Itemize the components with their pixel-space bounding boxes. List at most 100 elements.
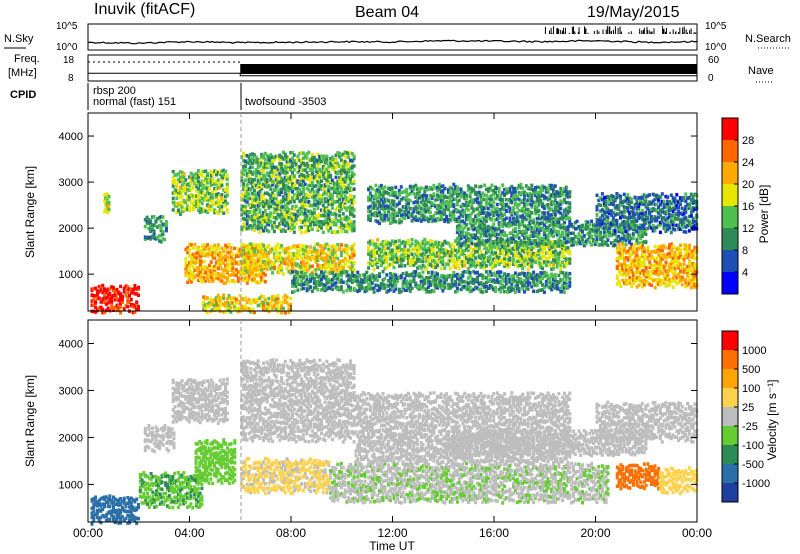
echo-cell [251, 185, 255, 189]
echo-cell [381, 194, 385, 198]
echo-cell [430, 203, 434, 208]
echo-cell [303, 248, 307, 253]
echo-cell [312, 220, 316, 225]
echo-cell [477, 201, 481, 205]
echo-cell [468, 280, 472, 285]
echo-cell [271, 196, 275, 200]
echo-cell [459, 190, 463, 194]
echo-cell [350, 198, 354, 202]
echo-cell [330, 167, 334, 171]
echo-cell [164, 228, 168, 233]
echo-cell [247, 277, 251, 281]
echo-cell [339, 229, 343, 234]
echo-cell [180, 187, 184, 192]
echo-cell [394, 281, 398, 285]
echo-cell [316, 206, 320, 210]
echo-cell [327, 174, 331, 179]
echo-cell [267, 204, 271, 209]
echo-cell [325, 256, 329, 261]
echo-cell [459, 262, 463, 266]
echo-cell [497, 213, 501, 218]
echo-cell [414, 252, 418, 256]
echo-cell [150, 226, 154, 230]
echo-cell [271, 159, 275, 163]
echo-cell [128, 300, 131, 304]
echo-cell [265, 199, 269, 203]
echo-cell [309, 250, 313, 255]
echo-cell [537, 199, 541, 204]
echo-cell [494, 286, 497, 290]
echo-cell [468, 273, 472, 278]
echo-cell [332, 259, 336, 263]
echo-cell [334, 158, 338, 163]
echo-cell [262, 300, 265, 305]
echo-cell [129, 288, 133, 292]
echo-cell [305, 277, 309, 282]
echo-cell [310, 203, 314, 208]
echo-cell [251, 196, 255, 200]
echo-cell [298, 252, 302, 257]
echo-cell [352, 242, 356, 247]
echo-cell [249, 267, 253, 271]
echo-cell [321, 283, 325, 287]
echo-cell [345, 244, 349, 248]
echo-cell [410, 211, 414, 216]
echo-cell [387, 186, 391, 191]
echo-cell [378, 221, 381, 226]
echo-cell [269, 185, 273, 189]
echo-cell [103, 193, 107, 197]
echo-cell [260, 193, 264, 198]
echo-cell [414, 257, 418, 262]
echo-cell [396, 279, 400, 283]
echo-cell [445, 214, 449, 219]
echo-cell [262, 243, 265, 247]
echo-cell [468, 261, 472, 266]
echo-cell [472, 263, 476, 268]
echo-cell [446, 282, 450, 287]
echo-cell [349, 210, 352, 214]
echo-cell [506, 205, 510, 209]
echo-cell [519, 199, 523, 204]
echo-cell [202, 184, 206, 188]
echo-cell [280, 212, 284, 217]
echo-cell [245, 200, 249, 204]
echo-cell [436, 245, 439, 249]
echo-cell [216, 258, 220, 263]
echo-cell [325, 226, 329, 230]
echo-cell [211, 190, 215, 194]
echo-cell [252, 228, 256, 232]
echo-cell [301, 269, 305, 273]
echo-cell [216, 170, 220, 175]
echo-cell [262, 154, 265, 158]
echo-cell [101, 297, 105, 301]
echo-cell [434, 285, 438, 290]
echo-cell [465, 280, 468, 284]
echo-cell [350, 171, 354, 175]
echo-cell [419, 245, 423, 249]
echo-cell [289, 187, 293, 191]
echo-cell [488, 254, 492, 259]
echo-cell [334, 247, 338, 251]
echo-cell [258, 220, 262, 225]
echo-cell [206, 243, 210, 247]
echo-cell [207, 208, 211, 212]
echo-cell [280, 166, 284, 170]
echo-cell [457, 258, 461, 262]
echo-cell [240, 173, 244, 177]
echo-cell [392, 216, 396, 220]
echo-cell [539, 288, 543, 292]
echo-cell [327, 164, 331, 169]
echo-cell [260, 265, 264, 269]
echo-cell [332, 244, 336, 248]
echo-cell [215, 266, 219, 270]
echo-cell [436, 251, 439, 255]
echo-cell [388, 280, 392, 284]
echo-cell [439, 205, 443, 210]
echo-cell [408, 206, 412, 211]
echo-cell [566, 206, 570, 210]
echo-cell [307, 250, 311, 255]
echo-cell [243, 194, 247, 198]
echo-cell [110, 303, 114, 308]
echo-cell [301, 262, 305, 267]
echo-cell [463, 196, 467, 201]
